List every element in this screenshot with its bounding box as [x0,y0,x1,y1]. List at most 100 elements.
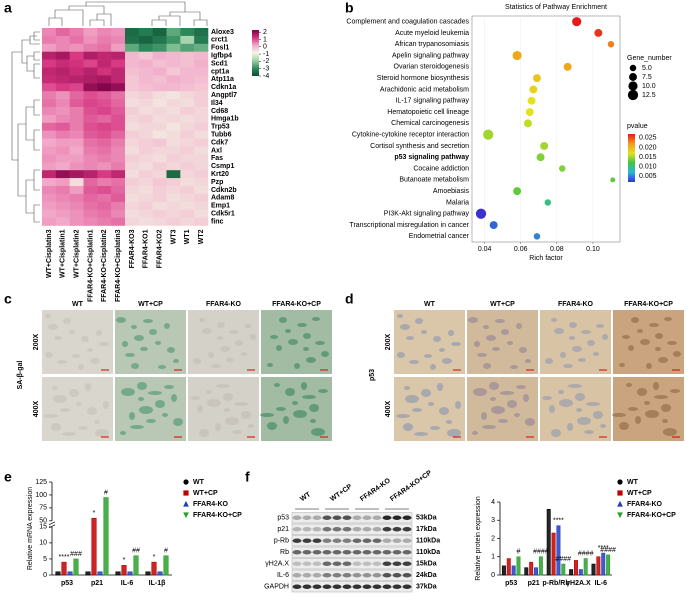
bar [529,561,534,576]
legend-label: WT [627,479,639,486]
heatmap-cell [69,43,84,52]
blot-band [362,515,372,520]
significance-label: #### [556,556,572,563]
heatmap-cell [55,186,70,195]
heatmap-cell [97,59,112,68]
heatmap-cell [194,209,209,218]
heatmap-cell [194,91,209,100]
tissue-feature [406,336,414,340]
blot-band [372,584,382,589]
tissue-feature [491,406,505,414]
column-label: FFAR4-KO1 [143,229,150,268]
colorbar [252,30,259,76]
heatmap-cell [152,122,167,131]
tissue-feature [551,318,557,322]
enrichment-dot [594,28,603,37]
tissue-feature [129,412,135,420]
tissue-feature [220,346,230,352]
tissue-feature [658,357,668,363]
heatmap-cell [138,99,153,108]
heatmap-cell [55,114,70,124]
heatmap-cell [83,162,98,171]
tissue-feature [294,363,300,369]
heatmap-cell [125,186,140,195]
heatmap-cell [166,170,181,179]
tissue-feature [285,329,291,333]
heatmap-cell [138,186,153,195]
tissue-feature [95,429,109,437]
heatmap-cell [55,99,70,108]
heatmap-cell [125,146,140,155]
heatmap-cell [125,217,140,226]
tissue-feature [57,360,67,364]
tissue-feature [293,410,307,418]
heatmap-cell [152,114,167,124]
tissue-feature [229,330,239,334]
enrichment-dot [513,187,522,196]
heatmap-cell [194,28,209,37]
heatmap-cell [69,138,84,147]
enrichment-dot [544,199,552,206]
heatmap-cell [152,51,167,60]
tissue-feature [162,413,168,417]
tissue-feature [472,431,478,435]
heatmap-cell [194,35,209,45]
heatmap-cell [111,162,126,171]
heatmap-cell [152,130,167,139]
heatmap-cell [125,51,140,60]
heatmap-cell [152,59,167,68]
tissue-feature [602,334,608,340]
significance-label: **** [553,518,564,525]
heatmap-cell [97,209,112,218]
x-tick-label: IL-6 [121,580,134,587]
tissue-feature [492,347,500,351]
blot-band [302,561,312,566]
pathway-label: African trypanosomiasis [395,41,470,48]
heatmap-cell [125,201,140,210]
heatmap-cell [69,83,84,92]
heatmap-cell [125,170,140,179]
bar [569,569,574,576]
tissue-feature [306,357,316,363]
heatmap-cell [69,67,84,76]
tissue-feature [155,400,165,408]
bar [91,517,97,576]
legend-label: FFAR4-KO+CP [627,512,676,519]
tissue-feature [208,352,214,358]
x-tick-label: p21 [528,580,540,587]
heatmap-cell [194,59,209,68]
heatmap-cell [180,99,195,108]
tissue-feature [309,404,319,412]
column-label: FFAR4-KO+Cisplatin2 [101,229,108,302]
bar [561,563,566,576]
heatmap-cell [125,138,140,147]
heatmap-cell [111,51,126,60]
blot-band [382,573,392,578]
tissue-feature [631,317,639,323]
heatmap-cell [194,146,209,155]
heatmap-cell [69,170,84,179]
size-legend-dot [629,64,637,72]
pathway-label: Apelin signaling pathway [392,52,470,59]
heatmap-cell [166,59,181,68]
pathway-label: Butanoate metabolism [399,177,469,184]
column-label: WT+Cisplatin1 [60,229,67,278]
tissue-feature [90,358,100,364]
heatmap-cell [166,201,181,210]
significance-label: #### [600,547,616,554]
heatmap-cell [152,91,167,100]
heatmap-cell [166,91,181,100]
size-label: 24kDa [416,572,437,579]
blot-band [312,573,322,578]
tissue-feature [510,365,518,369]
heatmap-cell [138,114,153,124]
tissue-feature [125,353,135,357]
tissue-feature [673,351,681,357]
heatmap-cell [138,122,153,131]
tissue-feature [421,389,431,397]
heatmap-cell [152,75,167,84]
heatmap-cell [83,122,98,131]
bar [578,569,583,576]
x-tick-label: 0.06 [514,246,528,253]
